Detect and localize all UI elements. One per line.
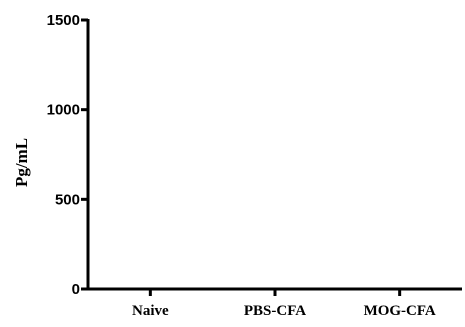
y-tick-label: 1500 <box>47 12 80 29</box>
x-tick-label: MOG-CFA <box>364 303 436 319</box>
x-tick-label: Naive <box>132 303 169 319</box>
y-axis-ticks: 0 500 1000 1500 <box>47 12 88 298</box>
y-axis-title: Pg/mL <box>12 138 31 187</box>
x-axis-ticks: Naive PBS-CFA MOG-CFA <box>132 289 436 319</box>
y-tick-label: 500 <box>55 191 80 208</box>
y-tick-label: 0 <box>72 281 80 298</box>
y-tick-label: 1000 <box>47 102 80 119</box>
x-tick-label: PBS-CFA <box>244 303 306 319</box>
